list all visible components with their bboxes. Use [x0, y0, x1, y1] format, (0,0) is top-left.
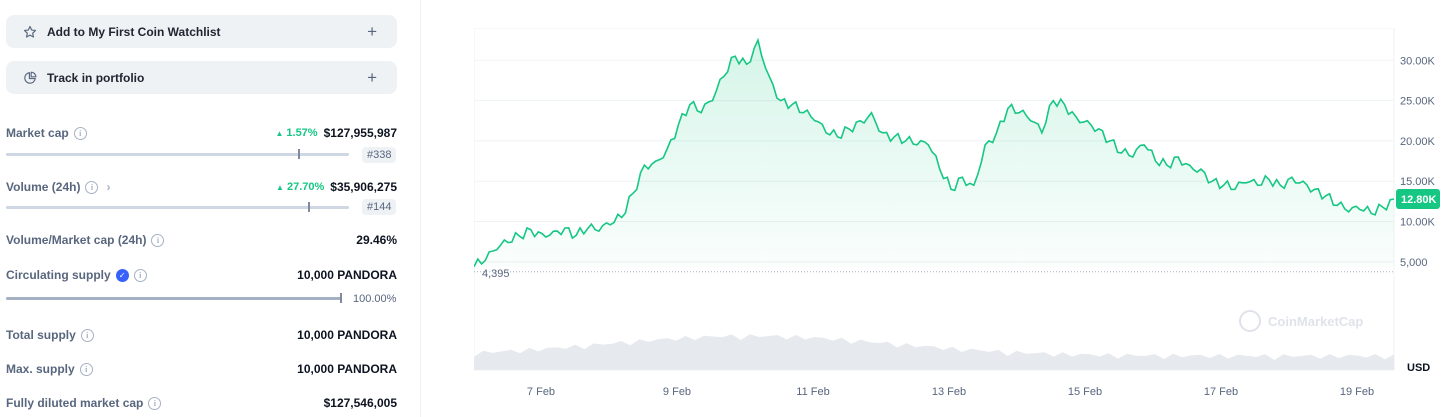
- volume-market-cap-row: Volume/Market cap (24h) i 29.46%: [6, 233, 397, 247]
- up-triangle-icon: ▲: [276, 183, 284, 192]
- current-price-tag: 12.80K: [1396, 188, 1440, 209]
- market-cap-value: $127,955,987: [323, 126, 397, 140]
- fully-diluted-market-cap-label: Fully diluted market cap: [6, 396, 144, 410]
- y-tick-label: 10.00K: [1400, 217, 1436, 229]
- volume-change: ▲ 27.70%: [276, 181, 325, 193]
- volume-market-cap-label: Volume/Market cap (24h): [6, 233, 147, 247]
- market-cap-rank-marker: [297, 149, 300, 159]
- circulating-supply-value: 10,000 PANDORA: [297, 268, 397, 282]
- volume-market-cap-value: 29.46%: [356, 233, 397, 247]
- star-icon: [22, 24, 38, 40]
- volume-rank-bar: [6, 202, 349, 212]
- market-cap-rank-bar: [6, 149, 349, 159]
- x-tick-label: 19 Feb: [1340, 386, 1374, 398]
- current-price-tag-bg: [1396, 188, 1440, 209]
- watermark-text: CoinMarketCap: [1268, 314, 1363, 329]
- volume-value: $35,906,275: [330, 180, 397, 194]
- max-supply-label: Max. supply: [6, 362, 75, 376]
- info-icon[interactable]: i: [85, 180, 99, 194]
- volume-bars: [474, 334, 1394, 370]
- y-tick-label: 5,000: [1400, 257, 1428, 269]
- price-area-fill: [474, 40, 1394, 267]
- add-to-watchlist-button[interactable]: Add to My First Coin Watchlist +: [6, 15, 397, 48]
- x-tick-label: 13 Feb: [932, 386, 966, 398]
- fully-diluted-market-cap-value: $127,546,005: [323, 396, 397, 410]
- x-tick-label: 9 Feb: [663, 386, 691, 398]
- y-tick-label: 25.00K: [1400, 96, 1436, 108]
- coinmarketcap-watermark: CoinMarketCap: [1239, 310, 1363, 332]
- info-icon[interactable]: i: [73, 126, 87, 140]
- volume-row: Volume (24h) i › ▲ 27.70% $35,906,275: [6, 180, 397, 194]
- volume-rank-badge: #144: [362, 199, 397, 215]
- current-price-label: 12.80K: [1401, 194, 1437, 206]
- circulating-supply-label: Circulating supply: [6, 268, 111, 282]
- circulating-supply-bar-fill: [6, 297, 341, 300]
- price-line: [473, 37, 1395, 268]
- info-icon[interactable]: i: [133, 268, 147, 282]
- total-supply-label: Total supply: [6, 328, 76, 342]
- price-chart[interactable]: 4,395 30.00K 25.00K 20.00K 15.00K 10.00K 5,00…: [473, 27, 1453, 417]
- price-chart-svg[interactable]: 4,395 30.00K 25.00K 20.00K 15.00K 10.00K 5,00…: [473, 27, 1453, 417]
- plus-icon: +: [367, 21, 377, 41]
- circulating-supply-bar: [6, 293, 342, 303]
- info-icon[interactable]: i: [79, 362, 93, 376]
- x-tick-label: 7 Feb: [527, 386, 555, 398]
- volume-rank-marker: [307, 202, 310, 212]
- up-triangle-icon: ▲: [275, 129, 284, 138]
- plus-icon: +: [367, 67, 377, 87]
- coinmarketcap-logo-icon: [1239, 310, 1261, 332]
- chevron-right-icon[interactable]: ›: [106, 180, 111, 194]
- circulating-supply-percent: 100.00%: [353, 293, 397, 305]
- y-tick-label: 30.00K: [1400, 55, 1436, 67]
- x-tick-label: 15 Feb: [1068, 386, 1102, 398]
- market-cap-row: Market cap i ▲ 1.57% $127,955,987: [6, 126, 397, 140]
- track-portfolio-button[interactable]: Track in portfolio +: [6, 61, 397, 94]
- max-supply-value: 10,000 PANDORA: [297, 362, 397, 376]
- max-supply-row: Max. supply i 10,000 PANDORA: [6, 362, 397, 376]
- pie-chart-icon: [22, 70, 38, 86]
- total-supply-value: 10,000 PANDORA: [297, 328, 397, 342]
- volume-label: Volume (24h): [6, 180, 81, 194]
- fully-diluted-market-cap-row: Fully diluted market cap i $127,546,005: [6, 396, 397, 410]
- coin-stats-panel: Add to My First Coin Watchlist + Track i…: [0, 0, 410, 417]
- market-cap-label: Market cap: [6, 126, 69, 140]
- verified-check-icon: ✓: [115, 268, 129, 282]
- currency-label: USD: [1407, 362, 1430, 374]
- y-tick-label: 20.00K: [1400, 136, 1436, 148]
- baseline-label: 4,395: [482, 268, 510, 280]
- panel-divider: [420, 0, 421, 417]
- x-tick-label: 11 Feb: [796, 386, 829, 398]
- info-icon[interactable]: i: [80, 328, 94, 342]
- info-icon[interactable]: i: [151, 233, 165, 247]
- info-icon[interactable]: i: [148, 396, 162, 410]
- portfolio-label: Track in portfolio: [47, 70, 145, 85]
- y-tick-label: 15.00K: [1400, 176, 1436, 188]
- x-tick-label: 17 Feb: [1204, 386, 1238, 398]
- watchlist-label: Add to My First Coin Watchlist: [47, 24, 221, 39]
- market-cap-rank-badge: #338: [362, 147, 397, 163]
- market-cap-change: ▲ 1.57%: [275, 127, 318, 139]
- total-supply-row: Total supply i 10,000 PANDORA: [6, 328, 397, 342]
- circulating-supply-marker: [340, 293, 342, 303]
- circulating-supply-row: Circulating supply ✓ i 10,000 PANDORA: [6, 268, 397, 282]
